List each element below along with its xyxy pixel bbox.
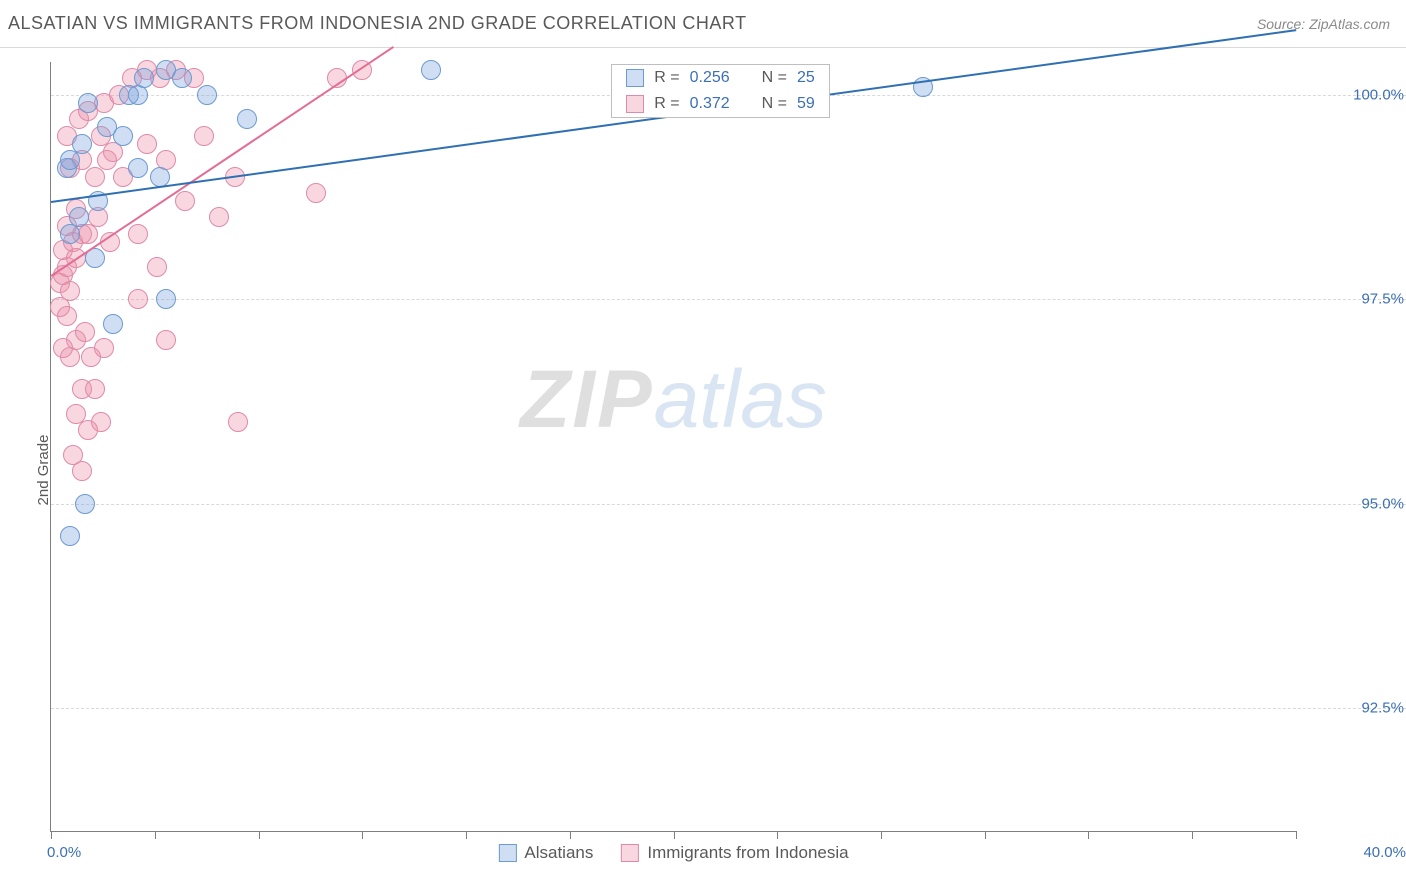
r-value-b: 0.372 [690, 95, 730, 113]
data-point [97, 117, 117, 137]
data-point [228, 412, 248, 432]
data-point [53, 338, 73, 358]
data-point [72, 134, 92, 154]
data-point [94, 338, 114, 358]
data-point [103, 314, 123, 334]
gridline-h [51, 299, 1406, 300]
legend-swatch-a [498, 844, 516, 862]
watermark-atlas: atlas [654, 354, 827, 445]
stats-row-a: R = 0.256 N = 25 [612, 65, 829, 91]
x-tick [777, 831, 778, 839]
x-tick [51, 831, 52, 839]
legend-item-a: Alsatians [498, 843, 593, 863]
data-point [156, 330, 176, 350]
n-label: N = [762, 69, 787, 87]
legend-label-b: Immigrants from Indonesia [647, 843, 848, 863]
data-point [147, 257, 167, 277]
data-point [237, 109, 257, 129]
data-point [175, 191, 195, 211]
legend-item-b: Immigrants from Indonesia [621, 843, 848, 863]
y-tick-label: 95.0% [1304, 495, 1404, 512]
data-point [306, 183, 326, 203]
data-point [78, 93, 98, 113]
data-point [69, 207, 89, 227]
x-tick [466, 831, 467, 839]
y-tick-label: 97.5% [1304, 291, 1404, 308]
legend: Alsatians Immigrants from Indonesia [498, 843, 848, 863]
swatch-series-a [626, 69, 644, 87]
data-point [85, 167, 105, 187]
data-point [128, 289, 148, 309]
data-point [75, 322, 95, 342]
r-value-a: 0.256 [690, 69, 730, 87]
x-tick [1296, 831, 1297, 839]
data-point [150, 167, 170, 187]
stats-row-b: R = 0.372 N = 59 [612, 91, 829, 117]
source-attribution: Source: ZipAtlas.com [1257, 16, 1390, 32]
n-value-b: 59 [797, 95, 815, 113]
data-point [194, 126, 214, 146]
data-point [91, 412, 111, 432]
gridline-h [51, 504, 1406, 505]
legend-label-a: Alsatians [524, 843, 593, 863]
correlation-stats-box: R = 0.256 N = 25 R = 0.372 N = 59 [611, 64, 830, 118]
y-tick-label: 92.5% [1304, 700, 1404, 717]
x-axis-max-label: 40.0% [1363, 844, 1406, 861]
plot-wrap: 2nd Grade ZIPatlas 0.0% 40.0% R = 0.256 … [0, 48, 1406, 892]
header: ALSATIAN VS IMMIGRANTS FROM INDONESIA 2N… [0, 0, 1406, 48]
watermark-zip: ZIP [520, 354, 654, 445]
source-prefix: Source: [1257, 16, 1309, 32]
data-point [172, 68, 192, 88]
data-point [60, 150, 80, 170]
data-point [156, 289, 176, 309]
r-label: R = [654, 95, 679, 113]
gridline-h [51, 708, 1406, 709]
swatch-series-b [626, 95, 644, 113]
x-tick [362, 831, 363, 839]
data-point [128, 158, 148, 178]
data-point [60, 526, 80, 546]
data-point [209, 207, 229, 227]
watermark: ZIPatlas [520, 353, 827, 447]
data-point [134, 68, 154, 88]
x-axis-min-label: 0.0% [47, 844, 81, 861]
x-tick [1192, 831, 1193, 839]
x-tick [1088, 831, 1089, 839]
x-tick [570, 831, 571, 839]
data-point [75, 494, 95, 514]
source-name: ZipAtlas.com [1309, 16, 1390, 32]
n-value-a: 25 [797, 69, 815, 87]
x-tick [985, 831, 986, 839]
n-label: N = [762, 95, 787, 113]
data-point [197, 85, 217, 105]
data-point [137, 134, 157, 154]
data-point [72, 461, 92, 481]
x-tick [881, 831, 882, 839]
x-tick [259, 831, 260, 839]
data-point [421, 60, 441, 80]
y-tick-label: 100.0% [1304, 86, 1404, 103]
plot-area: ZIPatlas 0.0% 40.0% R = 0.256 N = 25 R =… [50, 62, 1296, 832]
x-tick [674, 831, 675, 839]
legend-swatch-b [621, 844, 639, 862]
x-tick [155, 831, 156, 839]
r-label: R = [654, 69, 679, 87]
data-point [50, 297, 70, 317]
chart-title: ALSATIAN VS IMMIGRANTS FROM INDONESIA 2N… [8, 13, 747, 34]
data-point [85, 379, 105, 399]
data-point [128, 224, 148, 244]
